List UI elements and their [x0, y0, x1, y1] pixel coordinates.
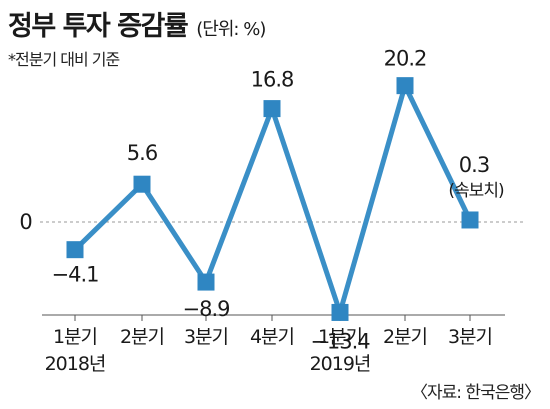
zero-label: 0 [19, 210, 32, 234]
unit-label: (단위: %) [196, 19, 266, 40]
chart-title: 정부 투자 증감률 [8, 11, 189, 42]
x-year-label: 2018년 [45, 353, 106, 375]
x-tick-label: 2분기 [120, 326, 164, 348]
source-note: 〈자료: 한국은행〉 [411, 383, 541, 403]
data-value-label: 16.8 [251, 68, 294, 92]
x-tick-label: 3분기 [448, 326, 492, 348]
data-value-label: 0.3 [459, 153, 489, 177]
x-year-label: 2019년 [310, 353, 371, 375]
data-value-label: 20.2 [384, 47, 427, 71]
data-point-marker [331, 303, 349, 321]
x-tick-label: 1분기 [318, 326, 362, 348]
preliminary-note: (속보치) [448, 181, 504, 201]
data-point-marker [461, 211, 479, 229]
x-tick-label: 4분기 [250, 326, 294, 348]
x-tick-label: 2분기 [383, 326, 427, 348]
data-point-marker [197, 273, 215, 291]
chart-title-row: 정부 투자 증감률 (단위: %) [8, 4, 266, 43]
data-point-marker [133, 175, 151, 193]
x-tick-label: 1분기 [53, 326, 97, 348]
data-point-marker [263, 100, 281, 118]
data-point-marker [396, 77, 414, 95]
data-value-label: 5.6 [127, 141, 158, 165]
series-line [73, 78, 473, 321]
x-tick-label: 3분기 [184, 326, 228, 348]
data-point-marker [66, 241, 84, 259]
data-value-label: −13.4 [310, 329, 370, 353]
data-value-label: −8.9 [183, 297, 230, 321]
data-value-label: −4.1 [52, 263, 99, 287]
chart-subtitle: *전분기 대비 기준 [8, 50, 120, 69]
